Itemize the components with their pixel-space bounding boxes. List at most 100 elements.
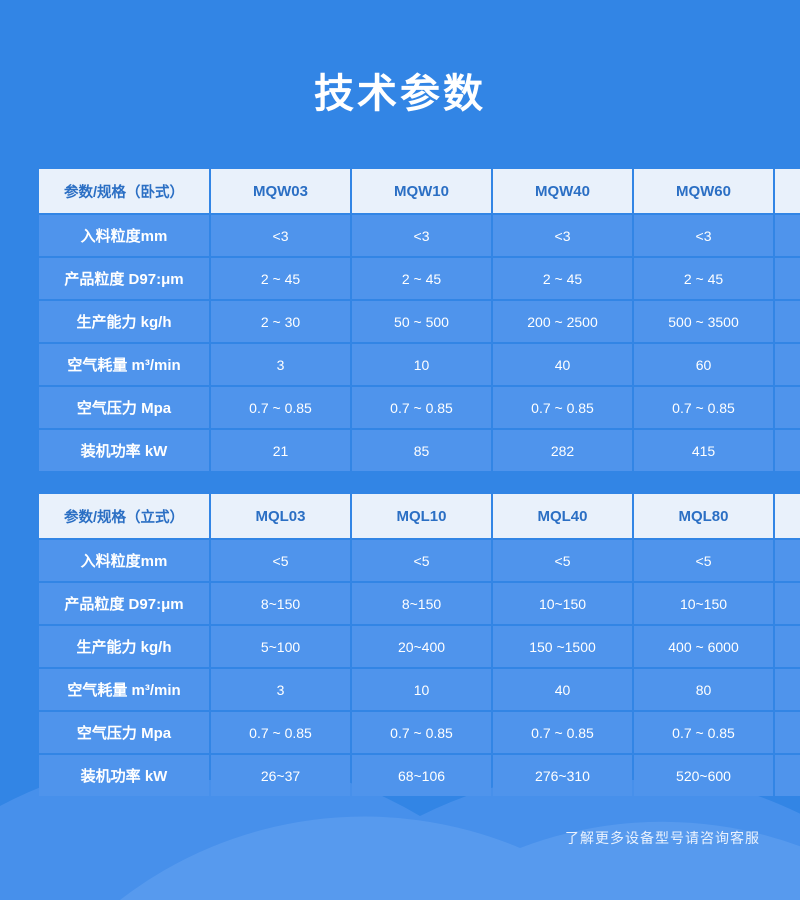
cell-value: 276~310 — [493, 755, 632, 796]
cell-value: 800 — [775, 430, 800, 471]
cell-value: 0.7 ~ 0.85 — [352, 712, 491, 753]
table-header-horizontal: 参数/规格（卧式） MQW03 MQW10 MQW40 MQW60 MQW120 — [39, 169, 800, 213]
cell-value: 0.7 ~ 0.85 — [775, 712, 800, 753]
row-label: 装机功率 kW — [39, 755, 209, 796]
column-header-model-1: MQW10 — [352, 169, 491, 213]
row-label: 空气耗量 m³/min — [39, 669, 209, 710]
cell-value: 2 ~ 45 — [775, 258, 800, 299]
row-label: 产品粒度 D97:μm — [39, 583, 209, 624]
cell-value: 8~150 — [211, 583, 350, 624]
spec-table-vertical: 参数/规格（立式） MQL03 MQL10 MQL40 MQL80 MQL120… — [37, 492, 800, 798]
cell-value: 2 ~ 45 — [493, 258, 632, 299]
cell-value: 60 — [634, 344, 773, 385]
row-label: 入料粒度mm — [39, 540, 209, 581]
cell-value: 120 — [775, 669, 800, 710]
table-row: 空气耗量 m³/min 3 10 40 80 120 — [39, 669, 800, 710]
cell-value: <3 — [634, 215, 773, 256]
table-row: 空气压力 Mpa 0.7 ~ 0.85 0.7 ~ 0.85 0.7 ~ 0.8… — [39, 712, 800, 753]
cell-value: 800 ~ 7500 — [775, 301, 800, 342]
row-label: 产品粒度 D97:μm — [39, 258, 209, 299]
page-title: 技术参数 — [314, 72, 486, 116]
cell-value: 20~400 — [352, 626, 491, 667]
cell-value: <3 — [211, 215, 350, 256]
column-header-model-2: MQW40 — [493, 169, 632, 213]
cell-value: <5 — [211, 540, 350, 581]
cell-value: 120 — [775, 344, 800, 385]
table-header-vertical: 参数/规格（立式） MQL03 MQL10 MQL40 MQL80 MQL120 — [39, 494, 800, 538]
cell-value: 282 — [493, 430, 632, 471]
cell-value: 150 ~1500 — [493, 626, 632, 667]
table-body-horizontal: 入料粒度mm <3 <3 <3 <3 <3 产品粒度 D97:μm 2 ~ 45… — [39, 215, 800, 471]
row-label: 入料粒度mm — [39, 215, 209, 256]
table-body-vertical: 入料粒度mm <5 <5 <5 <5 <5 产品粒度 D97:μm 8~150 … — [39, 540, 800, 796]
table-row: 空气压力 Mpa 0.7 ~ 0.85 0.7 ~ 0.85 0.7 ~ 0.8… — [39, 387, 800, 428]
column-header-model-0: MQL03 — [211, 494, 350, 538]
cell-value: 400 ~ 6000 — [634, 626, 773, 667]
cell-value: 10 — [352, 344, 491, 385]
cell-value: 26~37 — [211, 755, 350, 796]
cell-value: 10~150 — [775, 583, 800, 624]
cell-value: 3 — [211, 669, 350, 710]
cell-value: 10~150 — [493, 583, 632, 624]
table-row: 入料粒度mm <3 <3 <3 <3 <3 — [39, 215, 800, 256]
cell-value: 2 ~ 30 — [211, 301, 350, 342]
cell-value: 2 ~ 45 — [211, 258, 350, 299]
cell-value: 0.7 ~ 0.85 — [352, 387, 491, 428]
cell-value: 720~900 — [775, 755, 800, 796]
column-header-model-2: MQL40 — [493, 494, 632, 538]
cell-value: 80 — [634, 669, 773, 710]
cell-value: <5 — [775, 540, 800, 581]
cell-value: 2 ~ 45 — [634, 258, 773, 299]
cell-value: 500 ~ 3500 — [634, 301, 773, 342]
cell-value: 415 — [634, 430, 773, 471]
cell-value: 3 — [211, 344, 350, 385]
cell-value: 2 ~ 45 — [352, 258, 491, 299]
cell-value: 40 — [493, 669, 632, 710]
column-header-model-3: MQW60 — [634, 169, 773, 213]
column-header-model-0: MQW03 — [211, 169, 350, 213]
cell-value: 0.7 ~ 0.85 — [211, 387, 350, 428]
cell-value: 0.7 ~ 0.85 — [634, 712, 773, 753]
column-header-model-4: MQL120 — [775, 494, 800, 538]
cell-value: 40 — [493, 344, 632, 385]
footer-note: 了解更多设备型号请咨询客服 — [565, 830, 760, 846]
cell-value: 21 — [211, 430, 350, 471]
cell-value: 0.7 ~ 0.85 — [775, 387, 800, 428]
cell-value: <3 — [775, 215, 800, 256]
table-header-row: 参数/规格（卧式） MQW03 MQW10 MQW40 MQW60 MQW120 — [39, 169, 800, 213]
table-header-row: 参数/规格（立式） MQL03 MQL10 MQL40 MQL80 MQL120 — [39, 494, 800, 538]
cell-value: 200 ~ 2500 — [493, 301, 632, 342]
cell-value: 10~150 — [634, 583, 773, 624]
row-label: 生产能力 kg/h — [39, 301, 209, 342]
table-row: 装机功率 kW 21 85 282 415 800 — [39, 430, 800, 471]
table-row: 生产能力 kg/h 2 ~ 30 50 ~ 500 200 ~ 2500 500… — [39, 301, 800, 342]
cell-value: 10 — [352, 669, 491, 710]
cell-value: 0.7 ~ 0.85 — [493, 387, 632, 428]
column-header-model-1: MQL10 — [352, 494, 491, 538]
row-label: 空气耗量 m³/min — [39, 344, 209, 385]
column-header-model-3: MQL80 — [634, 494, 773, 538]
table-row: 产品粒度 D97:μm 2 ~ 45 2 ~ 45 2 ~ 45 2 ~ 45 … — [39, 258, 800, 299]
table-row: 产品粒度 D97:μm 8~150 8~150 10~150 10~150 10… — [39, 583, 800, 624]
cell-value: <5 — [493, 540, 632, 581]
row-label: 装机功率 kW — [39, 430, 209, 471]
cell-value: 0.7 ~ 0.85 — [634, 387, 773, 428]
table-row: 空气耗量 m³/min 3 10 40 60 120 — [39, 344, 800, 385]
cell-value: 0.7 ~ 0.85 — [493, 712, 632, 753]
column-header-parameter: 参数/规格（卧式） — [39, 169, 209, 213]
cell-value: 85 — [352, 430, 491, 471]
row-label: 生产能力 kg/h — [39, 626, 209, 667]
table-row: 生产能力 kg/h 5~100 20~400 150 ~1500 400 ~ 6… — [39, 626, 800, 667]
cell-value: 68~106 — [352, 755, 491, 796]
cell-value: 5~100 — [211, 626, 350, 667]
cell-value: 520~600 — [634, 755, 773, 796]
column-header-model-4: MQW120 — [775, 169, 800, 213]
cell-value: 50 ~ 500 — [352, 301, 491, 342]
cell-value: 8~150 — [352, 583, 491, 624]
spec-table-horizontal: 参数/规格（卧式） MQW03 MQW10 MQW40 MQW60 MQW120… — [37, 167, 800, 473]
column-header-parameter: 参数/规格（立式） — [39, 494, 209, 538]
table-row: 装机功率 kW 26~37 68~106 276~310 520~600 720… — [39, 755, 800, 796]
table-row: 入料粒度mm <5 <5 <5 <5 <5 — [39, 540, 800, 581]
cell-value: <3 — [352, 215, 491, 256]
